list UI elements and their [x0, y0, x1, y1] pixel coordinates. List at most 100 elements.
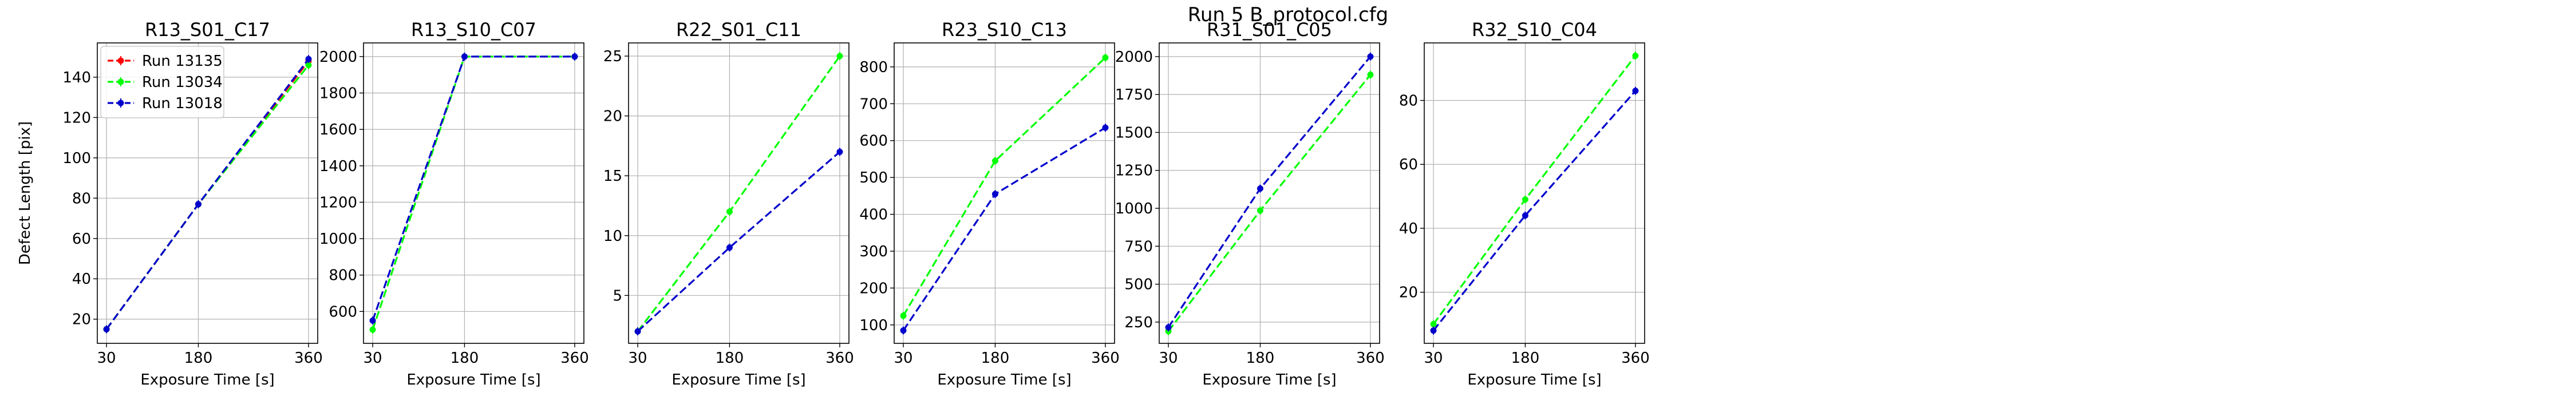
data-point — [836, 148, 843, 155]
plot-frame — [363, 42, 584, 344]
x-tick-label: 180 — [184, 350, 213, 367]
series-line — [637, 151, 841, 332]
y-tick-label: 200 — [859, 280, 888, 297]
data-point — [369, 326, 376, 333]
chart-title: R23_S10_C13 — [942, 19, 1067, 41]
data-point — [103, 326, 110, 332]
chart-title: R13_S01_C17 — [145, 19, 270, 41]
data-point — [1257, 207, 1263, 214]
data-point — [1367, 53, 1374, 60]
series-line — [902, 57, 1107, 316]
plot-frame — [1159, 42, 1380, 344]
data-point — [634, 328, 641, 335]
legend-label: Run 13018 — [142, 95, 223, 112]
figure-title: Run 5 B_protocol.cfg — [1187, 3, 1389, 26]
series-line — [902, 126, 1106, 331]
data-point — [305, 56, 312, 62]
series-line — [637, 56, 841, 332]
y-tick-label: 40 — [1399, 220, 1418, 237]
data-point — [1430, 327, 1437, 334]
legend-label: Run 13034 — [142, 74, 223, 91]
x-tick-label: 180 — [1511, 350, 1540, 367]
x-tick-label: 30 — [628, 350, 647, 367]
chart-panel-1: 30 180 360 20 40 60 80 100 120 140 R13_S01_C17 Expo… — [17, 19, 323, 389]
y-tick-label: 20 — [603, 108, 622, 125]
y-axis-label: Defect Length [pix] — [17, 121, 34, 265]
x-tick-label: 30 — [1424, 350, 1443, 367]
x-tick-label: 30 — [894, 350, 912, 367]
data-point — [1522, 212, 1528, 219]
y-tick-label: 300 — [859, 243, 888, 260]
y-tick-label: 750 — [1124, 238, 1153, 255]
x-tick-label: 30 — [1159, 350, 1178, 367]
y-tick-label: 60 — [1399, 156, 1418, 173]
x-tick-label: 180 — [981, 350, 1010, 367]
data-point — [369, 317, 376, 324]
x-axis-label: Exposure Time [s] — [1467, 371, 1601, 389]
series-line — [372, 56, 575, 321]
y-tick-label: 100 — [62, 150, 91, 167]
y-tick-label: 140 — [62, 69, 91, 86]
y-tick-label: 1250 — [1115, 163, 1153, 180]
y-tick-label: 1400 — [319, 158, 357, 175]
data-point — [991, 191, 998, 197]
y-tick-label: 25 — [603, 48, 622, 65]
y-tick-label: 15 — [603, 168, 622, 185]
data-point — [1632, 52, 1639, 59]
y-tick-label: 500 — [859, 169, 888, 187]
y-tick-label: 250 — [1124, 314, 1153, 331]
y-tick-label: 600 — [859, 133, 888, 150]
series-line — [1167, 74, 1372, 332]
series-line — [1432, 90, 1637, 331]
legend-label: Run 13135 — [142, 53, 223, 70]
data-point — [571, 53, 578, 60]
y-tick-label: 1500 — [1115, 124, 1153, 141]
x-tick-label: 180 — [451, 350, 479, 367]
legend-box — [100, 46, 224, 118]
y-tick-label: 10 — [603, 228, 622, 245]
x-tick-label: 30 — [363, 350, 382, 367]
chart-title: R32_S10_C04 — [1472, 19, 1597, 41]
chart-panel-3: 30 180 360 5 10 15 20 25 R22_S01_C11 Exposure Tim… — [603, 19, 854, 389]
x-axis-label: Exposure Time [s] — [937, 371, 1071, 389]
plot-frame — [97, 42, 318, 344]
x-tick-label: 180 — [716, 350, 744, 367]
chart-title: R22_S01_C11 — [676, 19, 801, 41]
data-point — [1102, 124, 1109, 131]
y-tick-label: 100 — [859, 317, 888, 334]
x-axis-label: Exposure Time [s] — [140, 371, 274, 389]
y-tick-label: 5 — [613, 287, 622, 304]
y-tick-label: 700 — [859, 96, 888, 113]
y-tick-label: 1000 — [319, 231, 357, 248]
data-point — [461, 53, 468, 60]
data-point — [1522, 196, 1528, 203]
data-point — [900, 327, 907, 334]
chart-title: R31_S01_C05 — [1207, 19, 1332, 41]
y-tick-label: 20 — [1399, 284, 1418, 302]
data-point — [726, 244, 733, 251]
data-point — [1632, 88, 1639, 94]
y-tick-label: 80 — [1399, 93, 1418, 110]
data-point — [1257, 185, 1263, 192]
y-tick-label: 1000 — [1115, 200, 1153, 217]
x-tick-label: 360 — [1091, 350, 1120, 367]
x-tick-label: 360 — [294, 350, 323, 367]
series-line — [1167, 56, 1372, 328]
y-tick-label: 120 — [62, 109, 91, 126]
x-tick-label: 360 — [1621, 350, 1650, 367]
data-point — [195, 201, 202, 208]
y-tick-label: 500 — [1124, 276, 1153, 294]
data-point — [1367, 72, 1374, 78]
x-tick-label: 360 — [825, 350, 854, 367]
data-point — [305, 62, 312, 69]
plot-frame — [894, 42, 1115, 344]
chart-panel-4: 30 180 360 100 200 300 400 500 600 700 800 R23_S10_… — [859, 19, 1119, 389]
x-axis-label: Exposure Time [s] — [406, 371, 540, 389]
x-tick-label: 360 — [560, 350, 589, 367]
y-tick-label: 1600 — [319, 121, 357, 138]
chart-title: R13_S10_C07 — [411, 19, 536, 41]
data-point — [836, 53, 843, 60]
y-tick-label: 1800 — [319, 85, 357, 102]
